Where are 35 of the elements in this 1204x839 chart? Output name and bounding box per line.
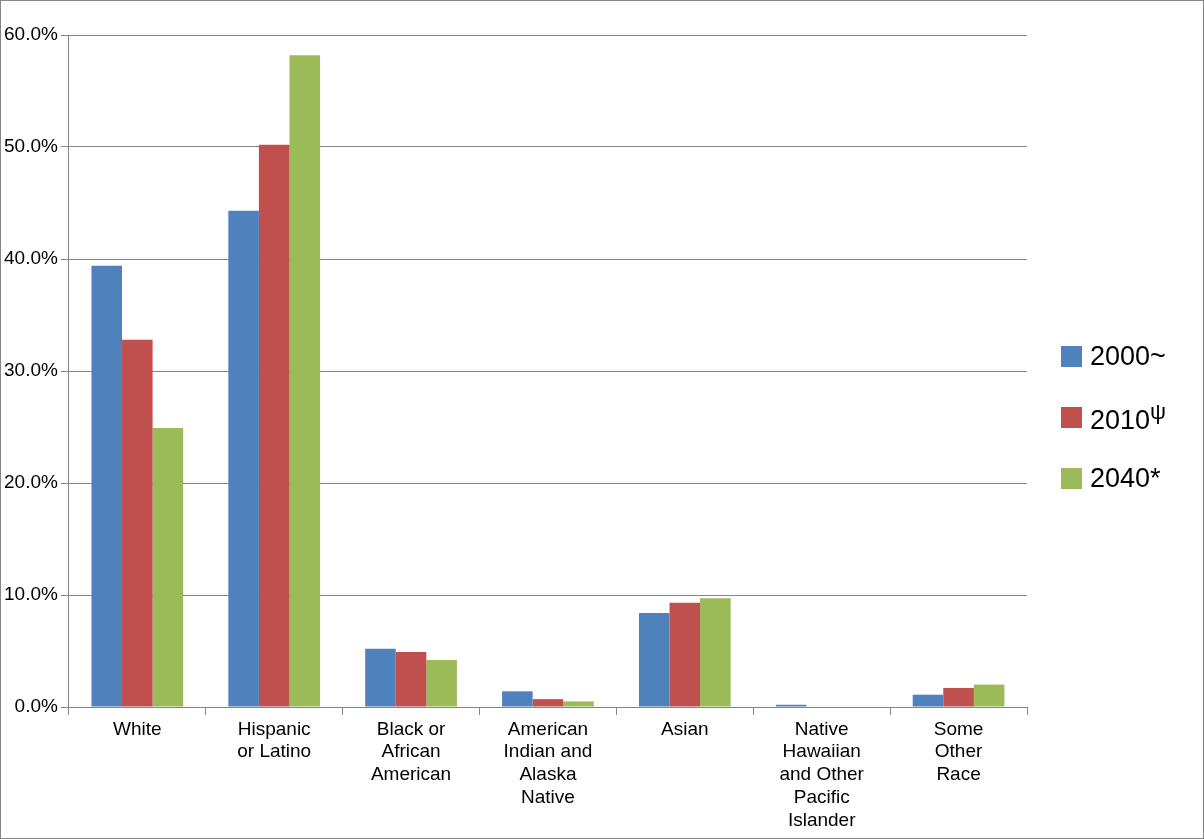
x-tick-label: American Indian and Alaska Native xyxy=(503,717,593,808)
x-tick-label: Native Hawaiian and Other Pacific Islander xyxy=(779,717,865,830)
bar xyxy=(638,612,670,707)
bar xyxy=(365,648,396,707)
x-tick-label: White xyxy=(113,717,162,739)
bar xyxy=(91,265,123,707)
bar xyxy=(532,699,564,707)
bar xyxy=(973,684,1005,707)
bar xyxy=(700,598,731,707)
bar xyxy=(122,339,153,707)
y-tick-label: 60.0% xyxy=(4,23,58,45)
legend-label: 2010$^{ψ}$ xyxy=(1090,399,1167,436)
bar xyxy=(152,428,184,707)
y-tick-label: 20.0% xyxy=(4,471,58,493)
bar xyxy=(912,694,944,707)
y-tick-label: 50.0% xyxy=(4,135,58,157)
legend-label: 2000~ xyxy=(1090,341,1166,372)
x-tick-label: Hispanic or Latino xyxy=(237,717,312,762)
x-tick-label: Asian xyxy=(661,717,709,739)
bar xyxy=(258,144,290,707)
bar xyxy=(502,691,533,707)
bar xyxy=(228,210,259,707)
bar xyxy=(426,659,457,707)
bar xyxy=(943,687,974,707)
bar xyxy=(395,652,427,707)
legend-label: 2040* xyxy=(1090,463,1161,494)
y-tick-label: 40.0% xyxy=(4,247,58,269)
x-tick-label: Black or African American xyxy=(370,717,452,785)
y-tick-label: 30.0% xyxy=(4,359,58,381)
bar xyxy=(669,602,701,707)
y-tick-label: 10.0% xyxy=(4,583,58,605)
bar xyxy=(289,55,321,707)
bar xyxy=(563,701,594,707)
x-tick-label: Some Other Race xyxy=(933,717,984,785)
y-tick-label: 0.0% xyxy=(14,695,58,717)
